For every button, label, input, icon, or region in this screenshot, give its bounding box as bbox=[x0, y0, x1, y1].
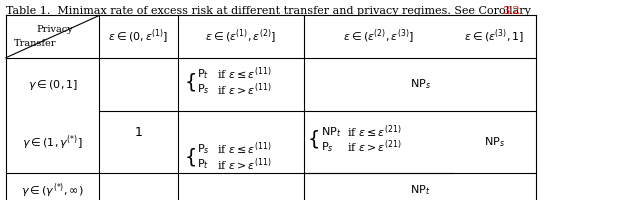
Text: 3.2.: 3.2. bbox=[502, 6, 524, 16]
Text: $\mathrm{P}_s$: $\mathrm{P}_s$ bbox=[197, 82, 210, 96]
Text: $\{$: $\{$ bbox=[184, 71, 196, 93]
Text: $\varepsilon \in (\varepsilon^{(1)},\varepsilon^{(2)}]$: $\varepsilon \in (\varepsilon^{(1)},\var… bbox=[205, 27, 276, 46]
Text: Transfer: Transfer bbox=[13, 39, 56, 48]
Text: $\varepsilon \in (0,\varepsilon^{(1)}]$: $\varepsilon \in (0,\varepsilon^{(1)}]$ bbox=[108, 27, 169, 46]
Text: $\mathrm{NP}_t$: $\mathrm{NP}_t$ bbox=[321, 125, 341, 139]
Text: $\gamma \in (\gamma^{(*)},\infty)$: $\gamma \in (\gamma^{(*)},\infty)$ bbox=[21, 181, 84, 200]
Text: if $\varepsilon > \varepsilon^{(11)}$: if $\varepsilon > \varepsilon^{(11)}$ bbox=[217, 156, 271, 173]
Text: $\mathrm{NP}_t$: $\mathrm{NP}_t$ bbox=[410, 183, 431, 197]
Text: $1$: $1$ bbox=[134, 126, 143, 139]
Text: $\varepsilon \in (\varepsilon^{(3)},1]$: $\varepsilon \in (\varepsilon^{(3)},1]$ bbox=[464, 27, 524, 46]
Text: $\mathrm{P}_t$: $\mathrm{P}_t$ bbox=[197, 157, 209, 171]
Text: $\mathrm{P}_s$: $\mathrm{P}_s$ bbox=[321, 140, 333, 154]
Text: $\mathrm{P}_t$: $\mathrm{P}_t$ bbox=[197, 67, 209, 81]
Text: $\{$: $\{$ bbox=[307, 128, 319, 150]
Text: if $\varepsilon \leq \varepsilon^{(11)}$: if $\varepsilon \leq \varepsilon^{(11)}$ bbox=[217, 66, 271, 82]
Text: Privacy: Privacy bbox=[36, 25, 74, 34]
Text: $\varepsilon \in (\varepsilon^{(2)},\varepsilon^{(3)}]$: $\varepsilon \in (\varepsilon^{(2)},\var… bbox=[342, 27, 414, 46]
Text: if $\varepsilon > \varepsilon^{(11)}$: if $\varepsilon > \varepsilon^{(11)}$ bbox=[217, 81, 271, 98]
Text: if $\varepsilon \leq \varepsilon^{(11)}$: if $\varepsilon \leq \varepsilon^{(11)}$ bbox=[217, 141, 271, 157]
Text: Table 1.  Minimax rate of excess risk at different transfer and privacy regimes.: Table 1. Minimax rate of excess risk at … bbox=[6, 6, 534, 16]
Text: if $\varepsilon \leq \varepsilon^{(21)}$: if $\varepsilon \leq \varepsilon^{(21)}$ bbox=[346, 123, 401, 140]
Text: $\gamma \in (1,\gamma^{(*)}]$: $\gamma \in (1,\gamma^{(*)}]$ bbox=[22, 133, 83, 152]
Text: $\mathrm{P}_s$: $\mathrm{P}_s$ bbox=[197, 142, 210, 156]
Text: $\gamma \in (0,1]$: $\gamma \in (0,1]$ bbox=[28, 78, 78, 92]
Text: $\{$: $\{$ bbox=[184, 146, 196, 168]
Text: $\mathrm{NP}_s$: $\mathrm{NP}_s$ bbox=[410, 78, 431, 91]
Text: if $\varepsilon > \varepsilon^{(21)}$: if $\varepsilon > \varepsilon^{(21)}$ bbox=[346, 139, 401, 155]
Text: $\mathrm{NP}_s$: $\mathrm{NP}_s$ bbox=[484, 135, 505, 149]
